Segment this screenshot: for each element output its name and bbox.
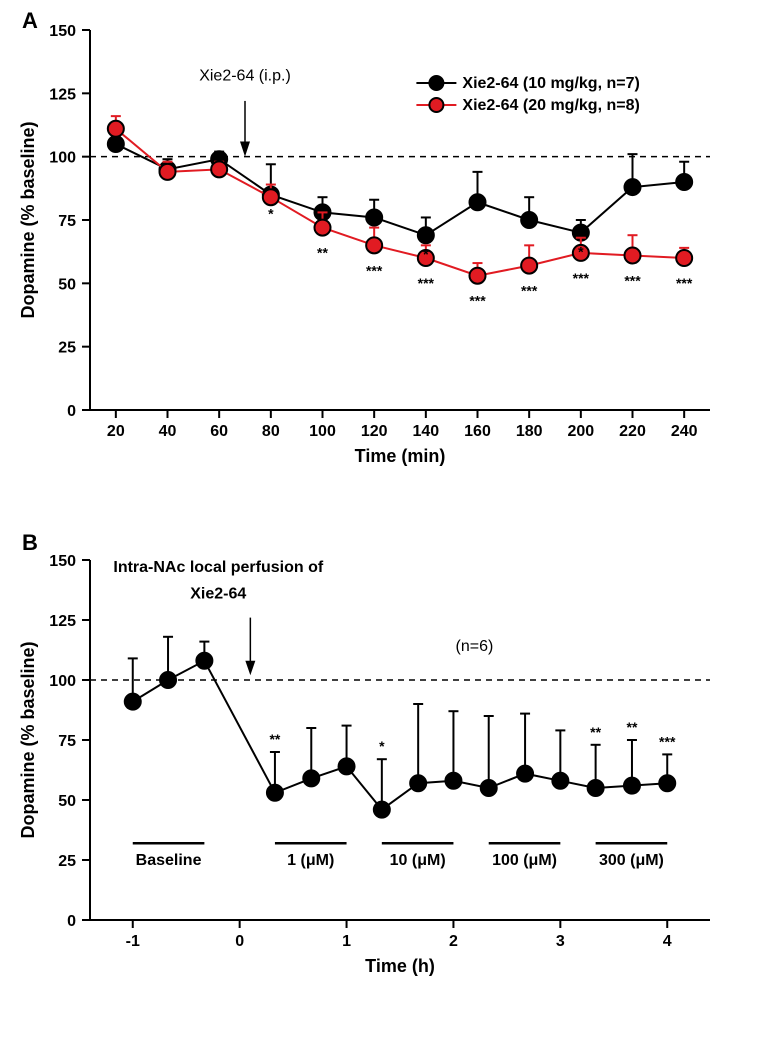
svg-text:Xie2-64: Xie2-64 (190, 585, 246, 602)
svg-text:300 (μM): 300 (μM) (599, 852, 664, 869)
svg-text:0: 0 (67, 913, 76, 930)
svg-text:10 (μM): 10 (μM) (390, 852, 446, 869)
svg-text:Dopamine (% baseline): Dopamine (% baseline) (18, 641, 38, 838)
panel-b-chart: 0 25 50 75 100 125 150 -1 0 1 2 3 4 Time (h) Dopamine … (0, 0, 762, 1050)
svg-text:1 (μM): 1 (μM) (287, 852, 334, 869)
svg-text:50: 50 (58, 793, 76, 810)
svg-text:25: 25 (58, 853, 76, 870)
svg-text:0: 0 (235, 933, 244, 950)
svg-text:**: ** (269, 731, 280, 747)
svg-text:Baseline: Baseline (136, 852, 202, 869)
svg-text:***: *** (659, 733, 676, 749)
svg-text:**: ** (590, 724, 601, 740)
svg-text:3: 3 (556, 933, 565, 950)
svg-text:4: 4 (663, 933, 672, 950)
svg-text:Time (h): Time (h) (365, 956, 435, 976)
svg-text:75: 75 (58, 733, 76, 750)
svg-text:100: 100 (49, 673, 76, 690)
svg-text:-1: -1 (126, 933, 140, 950)
svg-text:2: 2 (449, 933, 458, 950)
figure-root: A B 025507510012515020406080100120140160… (0, 0, 762, 1050)
svg-text:100 (μM): 100 (μM) (492, 852, 557, 869)
svg-text:Intra-NAc local perfusion of: Intra-NAc local perfusion of (113, 559, 323, 576)
svg-text:125: 125 (49, 613, 76, 630)
svg-text:(n=6): (n=6) (456, 638, 494, 655)
svg-text:1: 1 (342, 933, 351, 950)
svg-text:150: 150 (49, 553, 76, 570)
svg-text:**: ** (627, 719, 638, 735)
svg-text:*: * (379, 738, 385, 754)
